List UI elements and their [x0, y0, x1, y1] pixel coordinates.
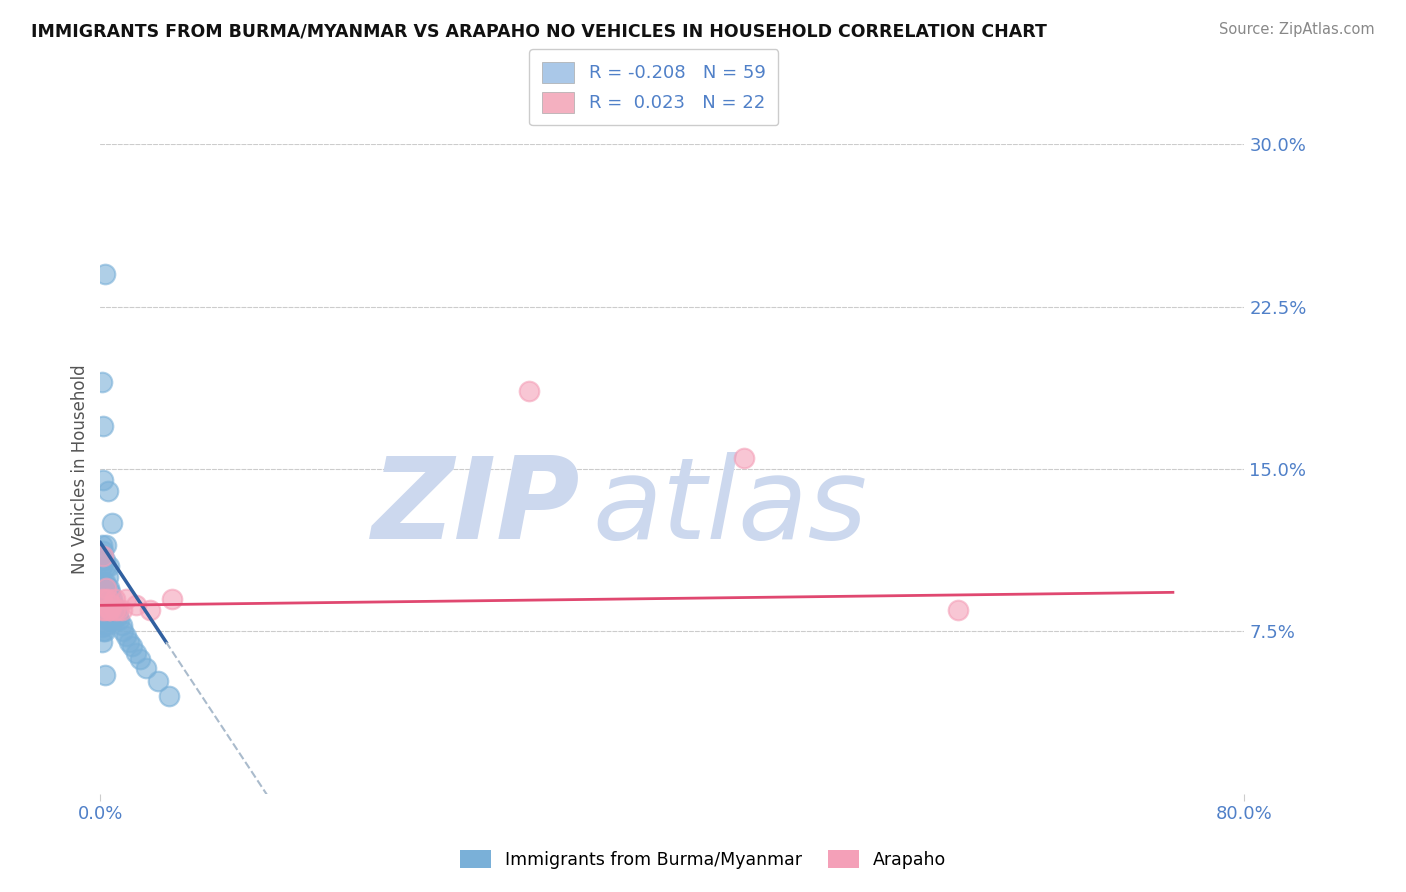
Point [98, 602, 121, 616]
Point [93, 609, 115, 624]
Point [101, 516, 124, 530]
Point [112, 624, 135, 639]
Legend: Immigrants from Burma/Myanmar, Arapaho: Immigrants from Burma/Myanmar, Arapaho [453, 844, 953, 876]
Point [115, 629, 138, 643]
Point [98, 585, 121, 599]
Point [101, 609, 124, 624]
Point [98, 596, 121, 610]
Point [101, 599, 124, 613]
Point [519, 384, 541, 398]
Point [118, 635, 141, 649]
Point [93, 267, 115, 281]
Point [103, 599, 125, 613]
Point [125, 646, 148, 660]
Point [90, 607, 112, 621]
Point [90, 585, 112, 599]
Point [90, 620, 112, 634]
Point [111, 617, 134, 632]
Point [91, 624, 114, 639]
Point [90, 602, 112, 616]
Point [91, 544, 114, 558]
Point [160, 591, 183, 606]
Point [105, 607, 128, 621]
Point [107, 602, 129, 616]
Point [90, 376, 112, 390]
Point [121, 640, 143, 654]
Point [91, 418, 114, 433]
Point [96, 570, 118, 584]
Point [115, 591, 138, 606]
Point [96, 591, 118, 606]
Point [94, 581, 117, 595]
Text: atlas: atlas [592, 452, 868, 564]
Point [93, 602, 115, 616]
Text: ZIP: ZIP [373, 452, 581, 564]
Point [135, 661, 157, 675]
Point [104, 602, 127, 616]
Y-axis label: No Vehicles in Household: No Vehicles in Household [72, 364, 89, 574]
Point [90, 574, 112, 589]
Point [90, 538, 112, 552]
Point [125, 599, 148, 613]
Point [98, 602, 121, 616]
Point [96, 591, 118, 606]
Point [104, 591, 127, 606]
Point [93, 667, 115, 681]
Point [91, 607, 114, 621]
Point [91, 473, 114, 487]
Point [157, 690, 180, 704]
Text: IMMIGRANTS FROM BURMA/MYANMAR VS ARAPAHO NO VEHICLES IN HOUSEHOLD CORRELATION CH: IMMIGRANTS FROM BURMA/MYANMAR VS ARAPAHO… [31, 22, 1047, 40]
Point [104, 602, 127, 616]
Point [101, 591, 124, 606]
Text: Source: ZipAtlas.com: Source: ZipAtlas.com [1219, 22, 1375, 37]
Point [90, 635, 112, 649]
Point [96, 483, 118, 498]
Point [91, 591, 114, 606]
Point [107, 609, 129, 624]
Point [129, 652, 152, 666]
Point [94, 596, 117, 610]
Point [97, 602, 120, 616]
Legend: R = -0.208   N = 59, R =  0.023   N = 22: R = -0.208 N = 59, R = 0.023 N = 22 [529, 49, 779, 125]
Point [93, 581, 115, 595]
Point [93, 591, 115, 606]
Point [103, 614, 125, 628]
Point [90, 596, 112, 610]
Point [94, 538, 117, 552]
Point [97, 581, 120, 595]
Point [93, 553, 115, 567]
Point [139, 602, 162, 616]
Point [94, 559, 117, 574]
Point [90, 591, 112, 606]
Point [91, 549, 114, 563]
Point [91, 576, 114, 591]
Point [948, 602, 970, 616]
Point [94, 579, 117, 593]
Point [108, 614, 131, 628]
Point [146, 674, 169, 689]
Point [97, 559, 120, 574]
Point [96, 609, 118, 624]
Point [93, 574, 115, 589]
Point [90, 559, 112, 574]
Point [94, 617, 117, 632]
Point [733, 451, 755, 466]
Point [97, 596, 120, 610]
Point [97, 600, 120, 615]
Point [93, 591, 115, 606]
Point [93, 624, 115, 639]
Point [111, 602, 134, 616]
Point [97, 614, 120, 628]
